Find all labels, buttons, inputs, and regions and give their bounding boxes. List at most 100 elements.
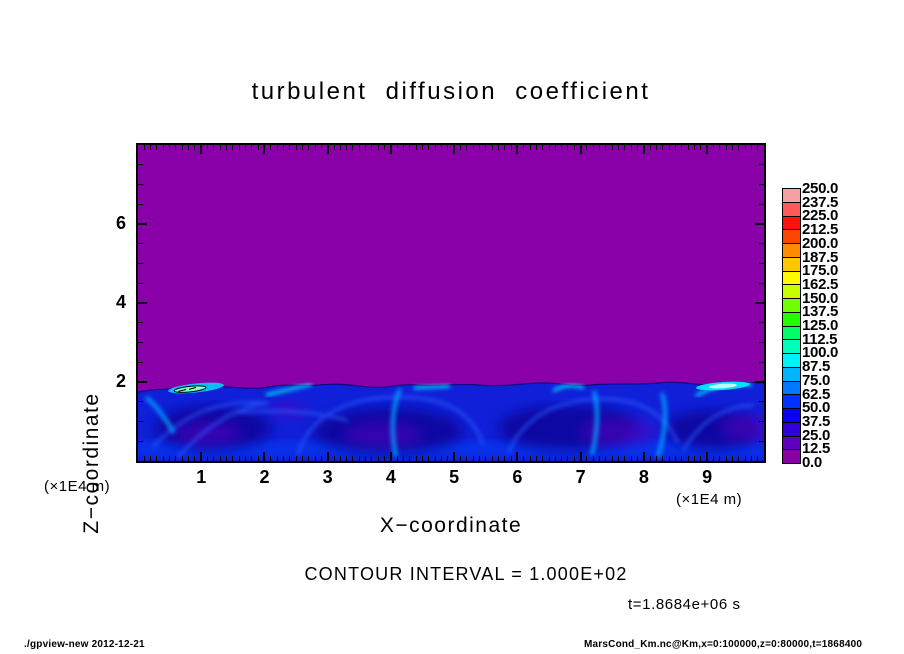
tick-mark	[759, 322, 764, 324]
tick-mark	[656, 456, 657, 461]
tick-mark	[339, 145, 341, 150]
contour-interval-text: CONTOUR INTERVAL = 1.000E+02	[304, 564, 628, 584]
tick-mark	[156, 456, 158, 461]
tick-mark	[624, 456, 626, 461]
tick-mark	[579, 145, 582, 154]
colorbar-label: 187.5	[802, 248, 839, 266]
tick-mark	[554, 145, 556, 150]
tick-mark	[759, 184, 764, 185]
x-tick-label: 6	[512, 467, 523, 487]
y-tick-label: 6	[115, 213, 126, 233]
tick-mark	[333, 145, 335, 150]
tick-mark	[759, 203, 764, 205]
tick-mark	[207, 145, 209, 150]
tick-mark	[719, 456, 721, 461]
tick-mark	[485, 456, 487, 461]
x-tick-label: 8	[638, 467, 649, 487]
tick-mark	[244, 145, 246, 150]
tick-mark	[162, 456, 164, 461]
tick-mark	[434, 456, 436, 461]
colorbar-cell	[783, 449, 800, 463]
tick-mark	[422, 145, 424, 150]
tick-mark	[346, 145, 348, 150]
turbulence-field	[138, 381, 764, 461]
tick-mark	[219, 456, 221, 461]
x-axis-unit-label: (×1E4 m)	[676, 491, 743, 508]
tick-mark	[365, 456, 367, 461]
tick-mark	[138, 421, 143, 422]
tick-mark	[681, 456, 683, 461]
tick-mark	[497, 145, 499, 150]
tick-mark	[358, 456, 360, 461]
tick-mark	[143, 145, 145, 150]
tick-mark	[200, 145, 203, 154]
colorbar-label: 175.0	[802, 262, 839, 280]
tick-mark	[207, 456, 209, 461]
colorbar-label: 75.0	[802, 371, 830, 389]
eddy-purple-patches	[174, 402, 764, 447]
colorbar-label: 25.0	[802, 426, 830, 444]
tick-mark	[712, 145, 714, 150]
tick-mark	[326, 452, 329, 461]
y-tick-label: 4	[115, 292, 126, 312]
tick-mark	[289, 145, 291, 150]
tick-mark	[523, 456, 525, 461]
colorbar-label: 62.5	[802, 385, 830, 403]
tick-mark	[700, 456, 702, 461]
plume-streaks	[144, 388, 668, 458]
hotspot-right	[696, 381, 750, 391]
tick-mark	[504, 145, 506, 150]
tick-mark	[731, 145, 733, 150]
tick-mark	[662, 145, 664, 150]
tick-mark	[333, 456, 335, 461]
tick-mark	[409, 456, 411, 461]
tick-mark	[649, 456, 651, 461]
tick-mark	[377, 145, 379, 150]
colorbar-cell	[783, 243, 800, 257]
tick-mark	[744, 145, 746, 150]
tick-mark	[320, 145, 322, 150]
tick-mark	[162, 145, 164, 150]
footer-command-text: ./gpview-new 2012-12-21	[24, 639, 145, 650]
tick-mark	[371, 456, 373, 461]
tick-mark	[750, 456, 752, 461]
tick-mark	[257, 456, 259, 461]
tick-mark	[592, 145, 594, 150]
tick-mark	[459, 145, 461, 150]
tick-mark	[143, 456, 145, 461]
tick-mark	[346, 456, 348, 461]
tick-mark	[415, 145, 417, 150]
y-axis-title-text: Z−coordinate	[80, 392, 103, 534]
tick-mark	[725, 456, 727, 461]
tick-mark	[138, 322, 143, 324]
tick-mark	[599, 145, 601, 150]
colorbar-label: 100.0	[802, 344, 839, 362]
tick-mark	[384, 145, 386, 150]
tick-mark	[668, 145, 670, 150]
tick-mark	[371, 145, 373, 150]
tick-mark	[150, 145, 152, 150]
tick-mark	[554, 456, 556, 461]
tick-mark	[138, 381, 147, 383]
tick-mark	[232, 456, 234, 461]
tick-mark	[637, 456, 639, 461]
tick-mark	[138, 243, 143, 245]
tick-mark	[529, 456, 531, 461]
tick-mark	[624, 145, 626, 150]
x-axis-title: X−coordinate	[379, 514, 523, 537]
tick-mark	[759, 421, 764, 422]
tick-mark	[759, 401, 764, 403]
colorbar-cell	[783, 408, 800, 422]
tick-mark	[755, 381, 764, 383]
tick-mark	[510, 145, 512, 150]
tick-mark	[403, 456, 405, 461]
tick-mark	[504, 456, 506, 461]
x-tick-label: 2	[259, 467, 270, 487]
tick-mark	[308, 456, 310, 461]
swirl-arcs	[151, 395, 755, 459]
tick-mark	[548, 456, 550, 461]
tick-mark	[295, 145, 297, 150]
tick-mark	[138, 164, 143, 166]
x-tick-label: 4	[385, 467, 396, 487]
